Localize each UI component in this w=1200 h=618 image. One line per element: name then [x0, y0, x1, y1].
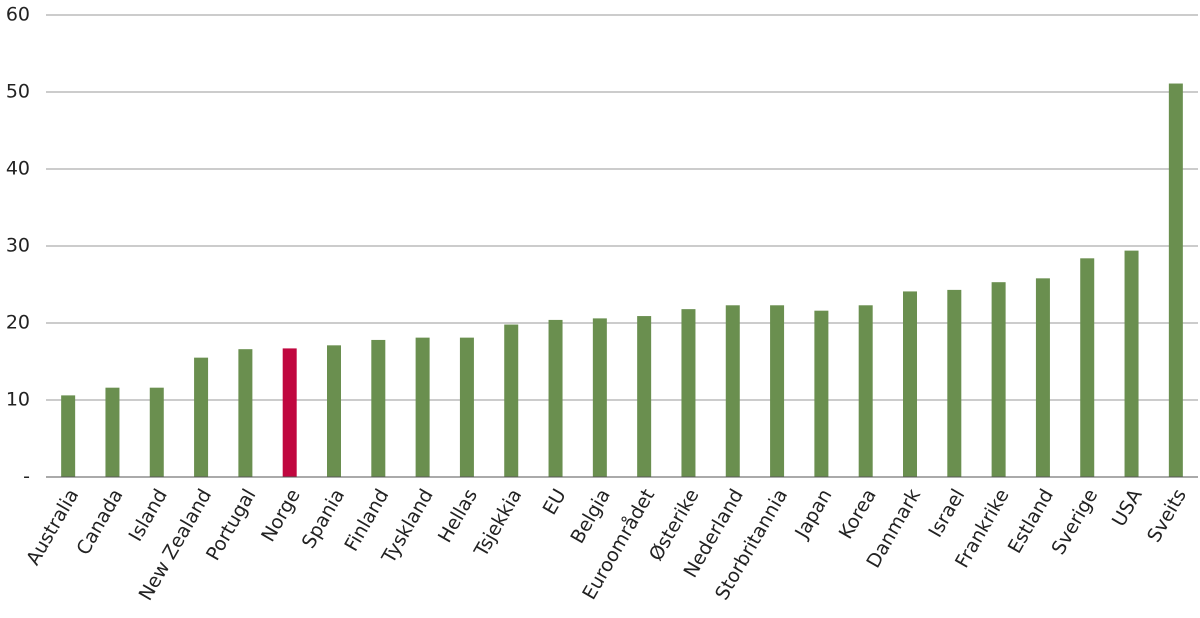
bar [61, 395, 76, 477]
bar [725, 305, 740, 477]
bar [1168, 83, 1183, 477]
bar [459, 337, 474, 477]
x-tick-label: Korea [835, 485, 881, 543]
x-tick-label: USA [1108, 485, 1147, 530]
y-tick-label: 10 [6, 389, 30, 411]
bar [947, 289, 962, 477]
bar [238, 349, 253, 477]
bar [858, 305, 873, 477]
bar [991, 282, 1006, 477]
bar [548, 319, 563, 477]
x-tick-label: Australia [22, 485, 83, 569]
x-tick-label: Sveits [1143, 485, 1191, 546]
bar [415, 337, 430, 477]
bar [637, 316, 652, 477]
bar [105, 387, 120, 477]
bar [814, 310, 829, 477]
y-tick-label: 30 [6, 235, 30, 257]
x-tick-label: Norge [257, 485, 305, 545]
bar [592, 318, 607, 477]
bar [504, 324, 519, 477]
bar [770, 305, 785, 477]
y-tick-label: 20 [6, 312, 30, 334]
bar [327, 345, 341, 477]
x-tick-label: EU [539, 485, 571, 518]
y-tick-label: 50 [6, 81, 30, 103]
y-tick-label: 40 [6, 158, 30, 180]
bar [149, 387, 164, 477]
bar [1080, 258, 1095, 477]
bar [371, 339, 386, 477]
bar [194, 357, 209, 477]
y-tick-label: - [23, 466, 30, 488]
x-tick-label: Israel [924, 485, 969, 541]
bar [681, 309, 696, 477]
x-tick-label: Japan [790, 485, 836, 543]
bar [1124, 250, 1139, 477]
x-tick-label: Island [125, 485, 172, 545]
x-tick-label: Belgia [566, 485, 615, 547]
bar [1035, 278, 1050, 477]
y-tick-label: 60 [6, 4, 30, 26]
bar [903, 291, 917, 477]
x-tick-label: Hellas [434, 485, 482, 546]
bar [282, 348, 297, 477]
